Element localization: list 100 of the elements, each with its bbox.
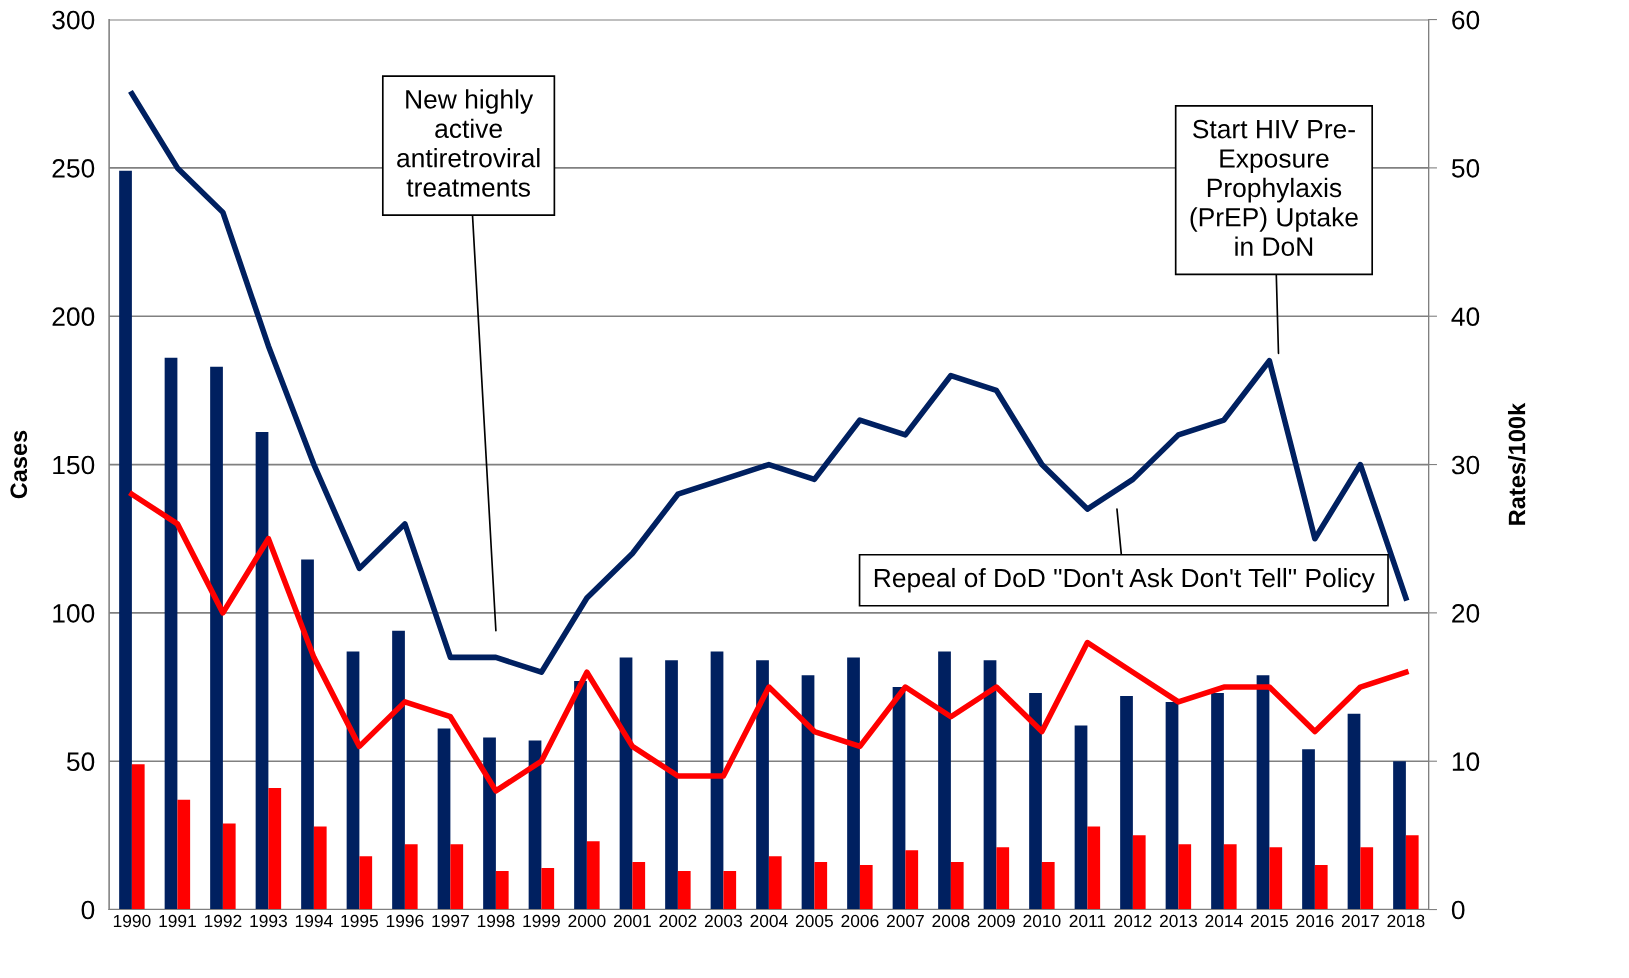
bar	[1347, 713, 1361, 910]
x-tick-label: 2003	[704, 914, 742, 928]
bar	[768, 856, 782, 910]
y2-axis-title: Rates/100k	[1507, 402, 1526, 525]
y-tick-label: 50	[66, 752, 95, 772]
bar	[177, 799, 191, 910]
bar	[1178, 844, 1192, 910]
bar	[131, 764, 145, 910]
x-tick-label: 2009	[977, 914, 1015, 928]
y-tick-label: 250	[52, 159, 95, 178]
bar	[983, 660, 997, 910]
y2-tick-label: 10	[1452, 752, 1480, 772]
bar	[1405, 835, 1419, 910]
bar	[210, 366, 223, 910]
bar	[1256, 675, 1270, 910]
x-tick-label: 1998	[477, 914, 515, 928]
y2-tick-label: 50	[1451, 159, 1480, 178]
bar	[665, 660, 678, 910]
x-tick-label: 2014	[1205, 914, 1243, 928]
y-tick-label: 100	[53, 604, 95, 623]
x-tick-label: 2002	[659, 914, 697, 928]
bar	[437, 728, 451, 910]
x-tick-label: 1994	[295, 914, 333, 928]
bar	[586, 841, 600, 910]
bar	[119, 170, 132, 910]
bar	[1269, 847, 1283, 910]
x-tick-label: 1990	[113, 914, 151, 928]
bar	[756, 660, 769, 910]
bar	[710, 651, 724, 910]
bar	[359, 856, 373, 910]
y2-tick-label: 30	[1451, 455, 1480, 475]
y-tick-label: 0	[81, 900, 95, 920]
bar	[814, 862, 828, 910]
bar	[301, 559, 314, 910]
bar	[619, 657, 633, 910]
bar	[164, 357, 178, 910]
x-tick-label: 1992	[204, 914, 242, 928]
y-axis-title: Cases	[10, 430, 28, 499]
x-tick-label: 2007	[886, 914, 924, 928]
bar	[938, 651, 951, 910]
y2-tick-label: 0	[1451, 900, 1465, 920]
annotation: New highly active antiretroviral treatments	[397, 89, 540, 197]
x-tick-label: 2012	[1114, 914, 1152, 928]
x-tick-label: 1993	[250, 914, 287, 928]
bar	[801, 675, 815, 910]
bar	[1074, 725, 1088, 910]
x-tick-label: 1996	[386, 914, 424, 928]
y-tick-label: 300	[52, 10, 95, 30]
x-tick-label: 2018	[1387, 914, 1425, 928]
bar	[450, 844, 464, 910]
x-tick-label: 2010	[1023, 914, 1061, 928]
bar	[1302, 749, 1315, 910]
bar	[313, 826, 327, 910]
bar	[1165, 701, 1179, 910]
bar	[541, 868, 555, 910]
y2-tick-label: 40	[1451, 307, 1480, 327]
x-tick-label: 2016	[1296, 914, 1334, 928]
bar	[495, 870, 509, 910]
bar	[1360, 847, 1374, 910]
bar	[632, 862, 646, 910]
x-tick-label: 2001	[613, 914, 651, 928]
bar	[996, 847, 1010, 910]
bar	[1029, 692, 1042, 910]
bar	[723, 870, 737, 910]
bar	[483, 737, 496, 910]
x-tick-label: 2000	[568, 914, 606, 928]
x-tick-label: 2017	[1341, 914, 1379, 928]
x-tick-label: 1999	[523, 914, 560, 928]
bar	[392, 630, 405, 910]
bar	[1041, 862, 1055, 910]
bar	[1393, 761, 1406, 910]
bar	[404, 844, 418, 910]
y2-tick-label: 60	[1452, 10, 1480, 30]
x-tick-label: 2008	[932, 914, 970, 928]
bar	[859, 865, 873, 910]
bar	[950, 862, 964, 910]
x-tick-label: 2011	[1069, 914, 1106, 928]
x-tick-label: 2004	[750, 914, 788, 928]
bar	[1314, 865, 1328, 910]
bar	[1223, 844, 1237, 910]
bar	[1132, 835, 1146, 910]
annotation: Start HIV Pre- Exposure Prophylaxis (PrEP) Uptake in DoN	[1190, 119, 1358, 256]
y2-tick-label: 20	[1452, 604, 1480, 623]
bar	[574, 681, 587, 910]
bar	[528, 740, 542, 910]
bar	[1087, 826, 1101, 910]
bar	[222, 823, 236, 910]
bar	[268, 787, 282, 910]
bar	[892, 687, 906, 910]
x-tick-label: 2013	[1159, 914, 1197, 928]
x-tick-label: 2006	[841, 914, 879, 928]
annotation: Repeal of DoD "Don't Ask Don't Tell" Policy	[874, 567, 1375, 593]
bar	[346, 651, 360, 910]
x-tick-label: 2005	[795, 914, 833, 928]
bar	[1211, 692, 1224, 910]
bar	[905, 850, 919, 910]
y-tick-label: 150	[53, 455, 95, 475]
bar	[255, 431, 269, 910]
x-tick-label: 1997	[432, 914, 469, 928]
bar	[677, 870, 691, 910]
